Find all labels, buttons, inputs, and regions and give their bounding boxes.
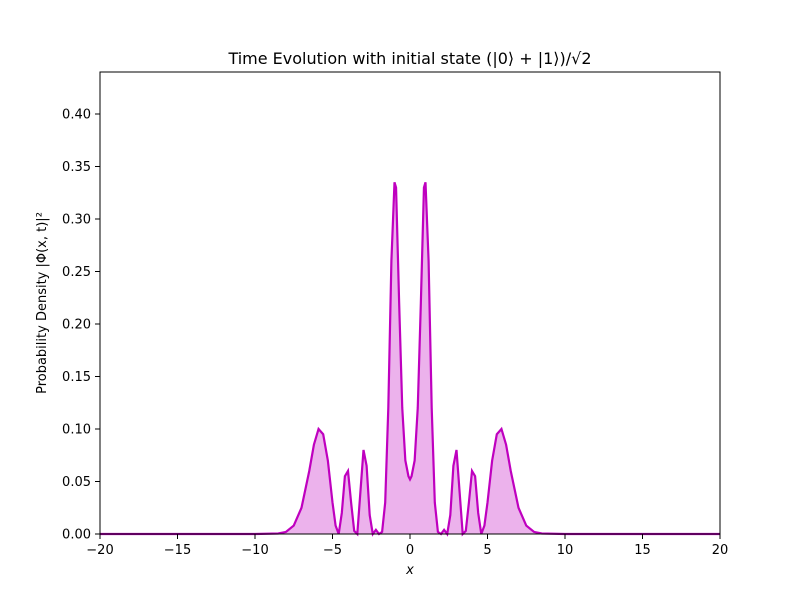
y-tick-label: 0.10 xyxy=(62,423,91,438)
x-tick-label: −15 xyxy=(164,543,191,558)
y-tick-label: 0.15 xyxy=(62,370,91,385)
y-tick-label: 0.00 xyxy=(62,528,91,543)
y-tick-label: 0.20 xyxy=(62,318,91,333)
x-axis-ticks: −20 −15 −10 −5 0 5 10 15 20 xyxy=(86,534,728,558)
y-tick-label: 0.35 xyxy=(62,160,91,175)
x-tick-label: −20 xyxy=(86,543,113,558)
x-tick-label: −10 xyxy=(241,543,268,558)
x-axis-label: x xyxy=(405,563,414,578)
x-tick-label: 15 xyxy=(634,543,651,558)
y-tick-label: 0.40 xyxy=(62,108,91,123)
y-axis-label: Probability Density |Φ(x, t)|² xyxy=(35,212,50,394)
x-tick-label: −5 xyxy=(323,543,342,558)
y-tick-label: 0.05 xyxy=(62,475,91,490)
x-tick-label: 10 xyxy=(557,543,574,558)
y-axis-ticks: 0.00 0.05 0.10 0.15 0.20 0.25 0.30 0.35 0.40 xyxy=(62,108,100,543)
density-line xyxy=(100,181,720,537)
chart-title: Time Evolution with initial state (|0⟩ +… xyxy=(227,49,591,68)
plot-area xyxy=(100,181,720,537)
y-tick-label: 0.30 xyxy=(62,213,91,228)
axes-frame xyxy=(99,71,721,535)
x-tick-label: 0 xyxy=(406,543,414,558)
x-tick-label: 20 xyxy=(712,543,729,558)
y-tick-label: 0.25 xyxy=(62,265,91,280)
x-tick-label: 5 xyxy=(483,543,491,558)
